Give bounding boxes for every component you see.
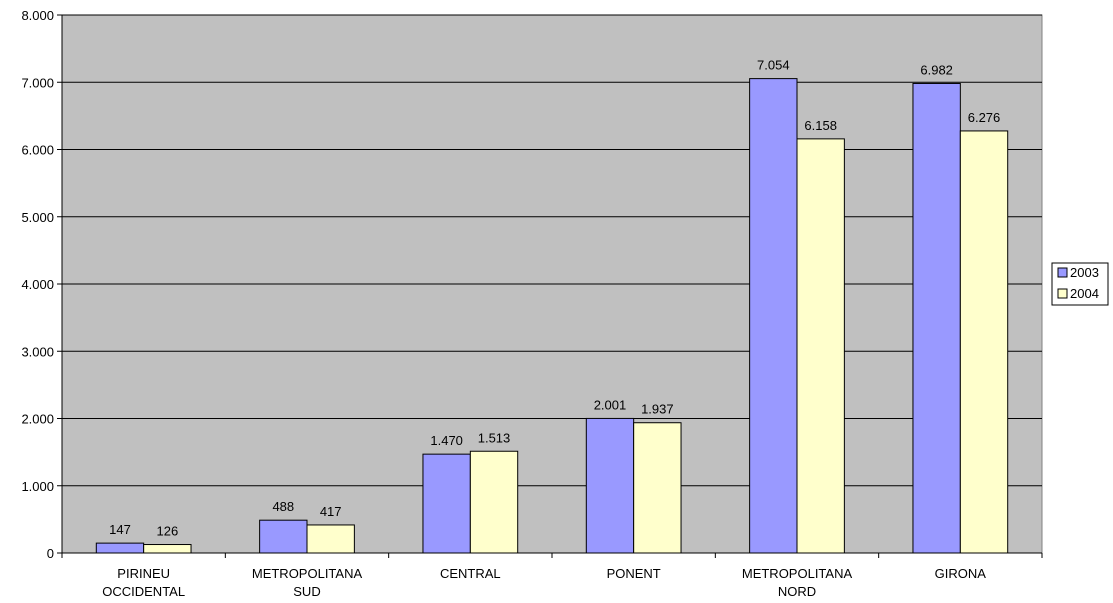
y-tick-label: 7.000 — [21, 75, 54, 90]
data-label-2003: 2.001 — [594, 397, 627, 412]
x-category-label: SUD — [293, 584, 320, 599]
x-category-label: OCCIDENTAL — [102, 584, 185, 599]
data-label-2004: 417 — [320, 504, 342, 519]
legend: 2003 2004 — [1051, 262, 1109, 306]
bar-2004 — [959, 130, 1009, 554]
legend-label-2003: 2003 — [1070, 265, 1099, 280]
bar-2003 — [912, 82, 961, 554]
legend-label-2004: 2004 — [1070, 286, 1099, 301]
data-label-2003: 7.054 — [757, 58, 790, 73]
bar-2003 — [585, 417, 635, 554]
x-category-label: PIRINEU — [117, 566, 170, 581]
bar-2003 — [259, 519, 308, 554]
y-tick-label: 3.000 — [21, 344, 54, 359]
legend-swatch-2003 — [1057, 267, 1068, 278]
y-tick-label: 5.000 — [21, 210, 54, 225]
x-axis: PIRINEU OCCIDENTAL METROPOLITANA SUD CENTRAL… — [61, 552, 1043, 599]
y-tick-label: 2.000 — [21, 412, 54, 427]
x-category-label: GIRONA — [935, 566, 987, 581]
x-category-label: METROPOLITANA — [252, 566, 363, 581]
bar-2003 — [422, 453, 471, 554]
y-tick-label: 4.000 — [21, 277, 54, 292]
bar-2004 — [143, 544, 192, 554]
x-category-label: METROPOLITANA — [742, 566, 853, 581]
y-tick-label: 0 — [47, 546, 54, 561]
data-label-2004: 6.276 — [968, 110, 1001, 125]
data-label-2003: 1.470 — [430, 433, 463, 448]
bar-2003 — [95, 542, 145, 554]
bar-2004 — [796, 138, 845, 554]
y-tick-label: 1.000 — [21, 479, 54, 494]
bar-2004 — [469, 450, 519, 554]
y-tick-label: 6.000 — [21, 143, 54, 158]
data-label-2004: 1.937 — [641, 402, 674, 417]
data-label-2003: 6.982 — [920, 62, 953, 77]
x-category-label: PONENT — [607, 566, 661, 581]
data-label-2003: 488 — [272, 499, 294, 514]
y-axis: 0 1.000 2.000 3.000 4.000 5.000 6.000 7.000 8.00… — [21, 8, 63, 561]
data-label-2004: 6.158 — [804, 118, 837, 133]
gridlines — [62, 14, 1042, 487]
x-category-label: NORD — [778, 584, 816, 599]
data-label-2003: 147 — [109, 522, 131, 537]
x-category-label: CENTRAL — [440, 566, 501, 581]
data-label-2004: 1.513 — [478, 430, 511, 445]
bar-2004 — [633, 422, 682, 554]
y-tick-label: 8.000 — [21, 8, 54, 23]
bars — [95, 78, 1009, 554]
bar-2003 — [749, 78, 798, 554]
data-labels: 147 488 1.470 2.001 7.054 6.982 126 417 1.513 1.9… — [109, 58, 1000, 539]
legend-swatch-2004 — [1057, 288, 1068, 299]
data-label-2004: 126 — [156, 524, 178, 539]
bar-2004 — [306, 524, 355, 554]
